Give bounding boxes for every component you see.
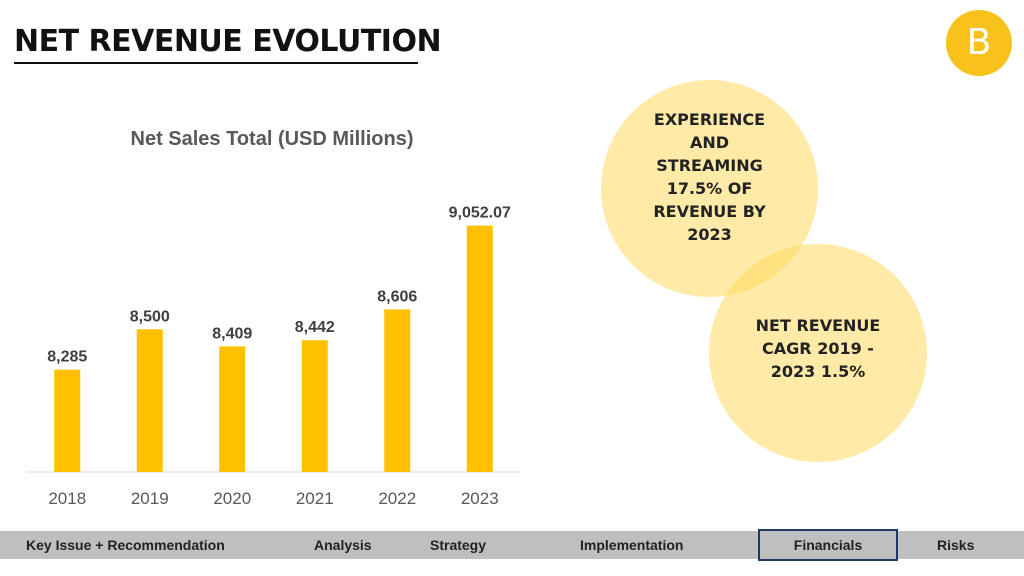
data-label-2020: 8,409 [212,325,252,342]
x-tick-2018: 2018 [48,489,86,508]
nav-item-implementation[interactable]: Implementation [580,537,684,553]
x-tick-2019: 2019 [131,489,169,508]
nav-item-risks[interactable]: Risks [937,537,975,553]
data-label-2023: 9,052.07 [449,205,511,222]
data-label-2019: 8,500 [130,308,170,325]
data-label-2018: 8,285 [47,349,87,366]
x-tick-2022: 2022 [378,489,416,508]
page-title: NET REVENUE EVOLUTION [14,24,442,59]
data-label-2021: 8,442 [295,319,335,336]
x-tick-2020: 2020 [213,489,251,508]
bar-2023 [466,225,493,472]
section-nav-bar: Key Issue + Recommendation Analysis Stra… [0,529,1024,561]
net-sales-bar-chart: Net Sales Total (USD Millions) 8,285 2018… [26,128,520,508]
bar-2018 [54,369,81,472]
chart-title: Net Sales Total (USD Millions) [131,128,414,150]
bar-2021 [301,340,328,472]
data-label-2022: 8,606 [377,288,417,305]
nav-item-strategy[interactable]: Strategy [430,537,487,553]
streaming-share-text: EXPERIENCE AND STREAMING 17.5% OF REVENU… [653,109,766,244]
nav-item-financials[interactable]: Financials [758,529,898,561]
bar-series: 8,285 2018 8,500 2019 8,409 2020 8,442 2021 8,60… [47,205,511,508]
cagr-text: NET REVENUE CAGR 2019 - 2023 1.5% [755,315,881,381]
bar-2019 [136,329,163,472]
nav-item-key-issue[interactable]: Key Issue + Recommendation [26,537,225,553]
bar-2022 [384,309,411,472]
bar-2020 [219,346,246,472]
cagr-callout: NET REVENUE CAGR 2019 - 2023 1.5% [709,244,927,462]
brand-logo: B [946,10,1012,76]
title-underline [14,62,418,64]
x-tick-2021: 2021 [296,489,334,508]
x-tick-2023: 2023 [461,489,499,508]
nav-item-analysis[interactable]: Analysis [314,537,372,553]
